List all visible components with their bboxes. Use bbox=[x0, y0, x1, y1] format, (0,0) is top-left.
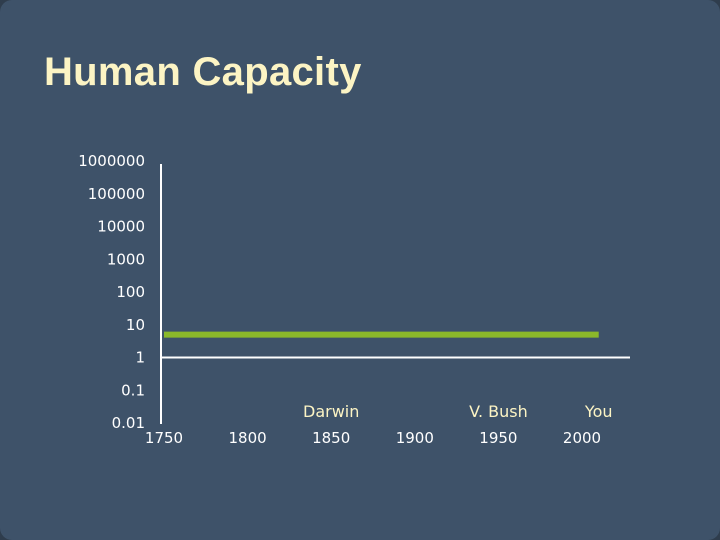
x-tick-label: 1950 bbox=[479, 429, 517, 447]
annotation-label: V. Bush bbox=[469, 402, 528, 421]
annotation-label: You bbox=[584, 402, 613, 421]
x-tick-label: 1850 bbox=[312, 429, 350, 447]
y-tick-label: 1000000 bbox=[78, 152, 145, 170]
slide-title: Human Capacity bbox=[44, 50, 362, 94]
y-tick-label: 10 bbox=[126, 316, 145, 334]
annotation-label: Darwin bbox=[303, 402, 359, 421]
y-tick-label: 10000 bbox=[97, 218, 145, 236]
x-tick-labels: 1750 1800 1850 1900 1950 2000 bbox=[145, 429, 601, 447]
y-tick-label: 0.1 bbox=[121, 381, 145, 399]
y-tick-label: 100 bbox=[116, 283, 145, 301]
y-tick-labels: 1000000 100000 10000 1000 100 10 1 0.1 0.01 bbox=[78, 152, 145, 432]
y-tick-label: 0.01 bbox=[112, 414, 145, 432]
annotations: Darwin V. Bush You bbox=[303, 402, 612, 421]
x-tick-label: 1750 bbox=[145, 429, 183, 447]
y-tick-label: 100000 bbox=[88, 185, 145, 203]
x-tick-label: 1800 bbox=[229, 429, 267, 447]
y-tick-label: 1 bbox=[135, 349, 145, 367]
y-tick-label: 1000 bbox=[107, 250, 145, 268]
x-tick-label: 1900 bbox=[396, 429, 434, 447]
x-tick-label: 2000 bbox=[563, 429, 601, 447]
